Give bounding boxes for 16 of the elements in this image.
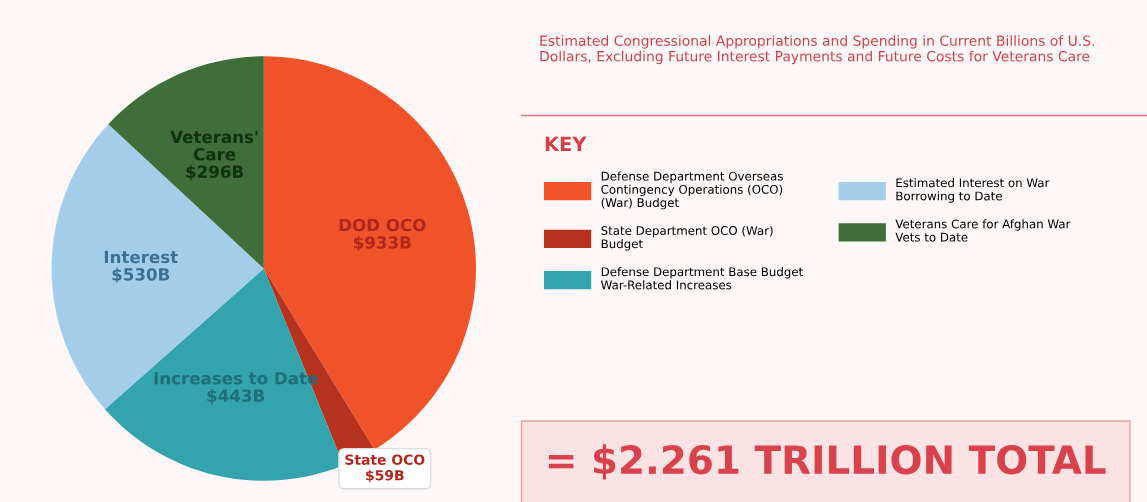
- legend-label: Defense Department Overseas Contingency Operations (OCO) (War) Budget: [601, 171, 783, 210]
- data-label: $296B: [186, 165, 243, 181]
- legend-label: Veterans Care for Afghan War Vets to Date: [895, 219, 1071, 242]
- legend-label: Estimated Interest on War Borrowing to Date: [896, 178, 1050, 203]
- text: DOD OCO: [339, 218, 426, 232]
- data-label: $59B: [366, 469, 404, 483]
- chart-title: Estimated Congressional Appropriations and Spending in Current Billions of U.S. Dollars, Excluding Future Interest Payments and Future Costs for Veterans Care: [540, 35, 1094, 65]
- legend-title: KEY: [545, 136, 587, 151]
- legend-label: State Department OCO (War) Budget: [601, 225, 773, 251]
- data-label: $933B: [354, 235, 411, 251]
- legend-label: Defense Department Base Budget War-Related Increases: [601, 267, 803, 290]
- text: Interest: [104, 250, 178, 264]
- data-label: $530B: [112, 267, 170, 283]
- text: Veterans' Care: [170, 130, 258, 161]
- text: State OCO: [345, 454, 425, 465]
- text: = $2.261 TRILLION TOTAL: [548, 444, 1106, 480]
